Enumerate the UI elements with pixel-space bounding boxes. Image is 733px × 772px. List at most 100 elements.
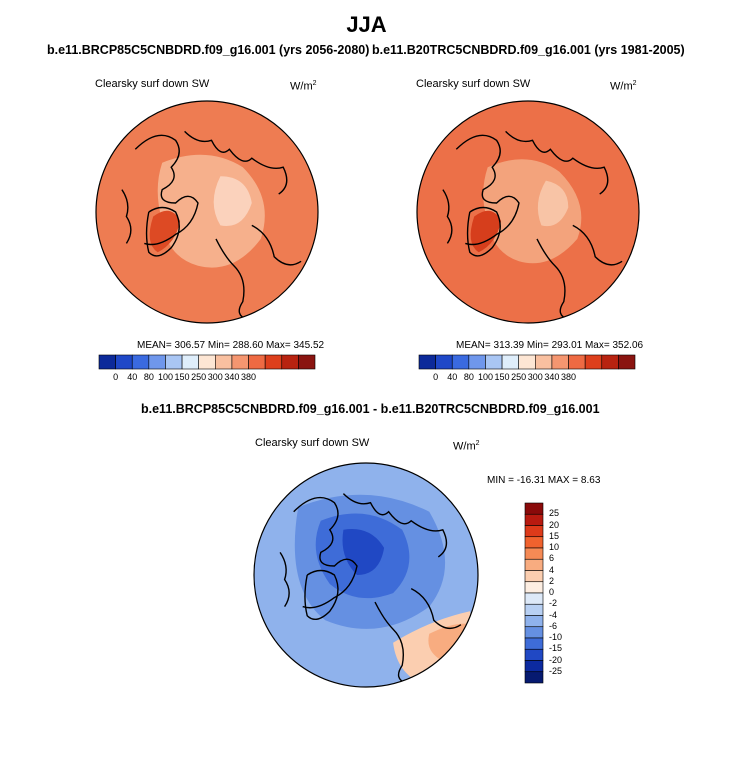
contour-pale-interior [537,180,569,227]
map-border [416,100,640,324]
colorbar-swatch [524,502,544,515]
coastline [251,224,302,266]
colorbar-swatch [524,603,544,616]
coastline [442,189,453,244]
colorbar-swatch [524,525,544,538]
diff-colorbar: 25 20 15 10 6 4 2 0 -2 -4 -6 -10 -15 -20 -25 [524,502,565,684]
colorbar-swatch [468,354,486,370]
left-polar-map [95,100,319,324]
colorbar-tick-label: 380 [241,372,257,382]
colorbar-swatch [584,354,603,370]
colorbar-swatch [524,648,544,661]
diff-units-label: W/m2 [453,440,480,453]
colorbar-swatch [131,354,150,370]
colorbar-tick-label: 340 [544,372,560,382]
colorbar-swatch [501,354,519,370]
colorbar-tick-label: 40 [127,372,138,382]
coastline [215,238,248,321]
colorbar-tick-label: 40 [447,372,458,382]
left-panel-title: b.e11.BRCP85C5CNBDRD.f09_g16.001 (yrs 20… [47,43,370,57]
contour-greenland-dark [149,210,181,253]
diff-polar-map [253,462,479,688]
colorbar-tick-label: 0 [433,372,439,382]
colorbar-tick-label: 2 [549,575,555,586]
colorbar-swatch [524,637,544,650]
colorbar-tick-label: -10 [549,632,563,642]
coastline [505,130,609,195]
colorbar-swatch [485,354,503,370]
colorbar-swatch [148,354,166,370]
colorbar-tick-label: 380 [561,372,577,382]
coastline [374,601,407,685]
colorbar-tick-label: 15 [549,530,560,541]
colorbar-tick-label: 250 [191,372,207,382]
coastline [184,130,288,195]
colorbar-tick-label: -15 [549,643,563,654]
right-polar-map [416,100,640,324]
coastline [536,238,569,321]
colorbar-tick-label: -2 [549,598,558,609]
contour-pale-interior [213,176,252,227]
coastline [342,493,448,558]
colorbar-swatch [524,547,544,560]
colorbar-tick-label: 250 [511,372,527,382]
coastline [304,569,339,620]
coastline [410,587,462,630]
left-units-label: W/m2 [290,80,317,93]
colorbar-tick-label: 100 [477,372,493,382]
colorbar-tick-label: 300 [527,372,543,382]
colorbar-swatch [115,354,133,370]
colorbar-swatch [524,570,544,583]
colorbar-tick-label: 20 [549,519,560,530]
colorbar-swatches [98,354,316,370]
contour-deep-blue [342,529,385,575]
colorbar-swatch [298,354,316,370]
colorbar-swatch [551,354,569,370]
map-border [253,462,479,688]
left-variable-label: Clearsky surf down SW [95,78,210,90]
colorbar-swatch [535,354,553,370]
colorbar-tick-label: 6 [549,553,555,564]
colorbar-swatch [418,354,436,370]
left-colorbar: 0 40 80 100 150 250 300 340 380 [98,354,316,385]
coastline [279,552,290,607]
right-stats: MEAN= 313.39 Min= 293.01 Max= 352.06 [456,340,644,351]
colorbar-swatch [248,354,266,370]
coastline [121,189,132,244]
colorbar-swatch [524,615,544,628]
colorbar-tick-label: 100 [157,372,173,382]
colorbar-tick-label: 80 [143,372,154,382]
colorbar-swatch [518,354,536,370]
colorbar-swatch [435,354,453,370]
figure-title: JJA [346,12,387,37]
left-stats: MEAN= 306.57 Min= 288.60 Max= 345.52 [137,340,325,351]
colorbar-swatch [198,354,216,370]
colorbar-swatch [524,660,544,673]
right-panel-title: b.e11.B20TRC5CNBDRD.f09_g16.001 (yrs 198… [372,43,685,57]
coastline [572,224,623,266]
colorbar-swatch [451,354,470,370]
colorbar-tick-label: 150 [494,372,510,382]
colorbar-swatches [418,354,636,370]
colorbar-swatch [281,354,299,370]
colorbar-tick-label: -4 [549,609,558,620]
colorbar-tick-label: 300 [207,372,223,382]
colorbar-tick-label: -25 [549,665,563,676]
colorbar-tick-label: 0 [549,587,555,597]
colorbar-tick-label: 25 [549,508,560,519]
colorbar-tick-label: 10 [549,542,560,552]
colorbar-swatch [568,354,586,370]
right-units-label: W/m2 [610,80,637,93]
colorbar-swatch [165,354,183,370]
colorbar-swatch [524,592,544,605]
map-border [95,100,319,324]
colorbar-swatch [231,354,249,370]
colorbar-swatch [524,626,544,639]
diff-panel-title: b.e11.BRCP85C5CNBDRD.f09_g16.001 - b.e11… [141,402,600,416]
coastline [466,206,501,257]
diff-stats: MIN = -16.31 MAX = 8.63 [487,475,601,486]
colorbar-swatch [264,354,283,370]
colorbar-swatches [524,502,544,684]
right-colorbar: 0 40 80 100 150 250 300 340 380 [418,354,636,385]
colorbar-swatch [98,354,116,370]
